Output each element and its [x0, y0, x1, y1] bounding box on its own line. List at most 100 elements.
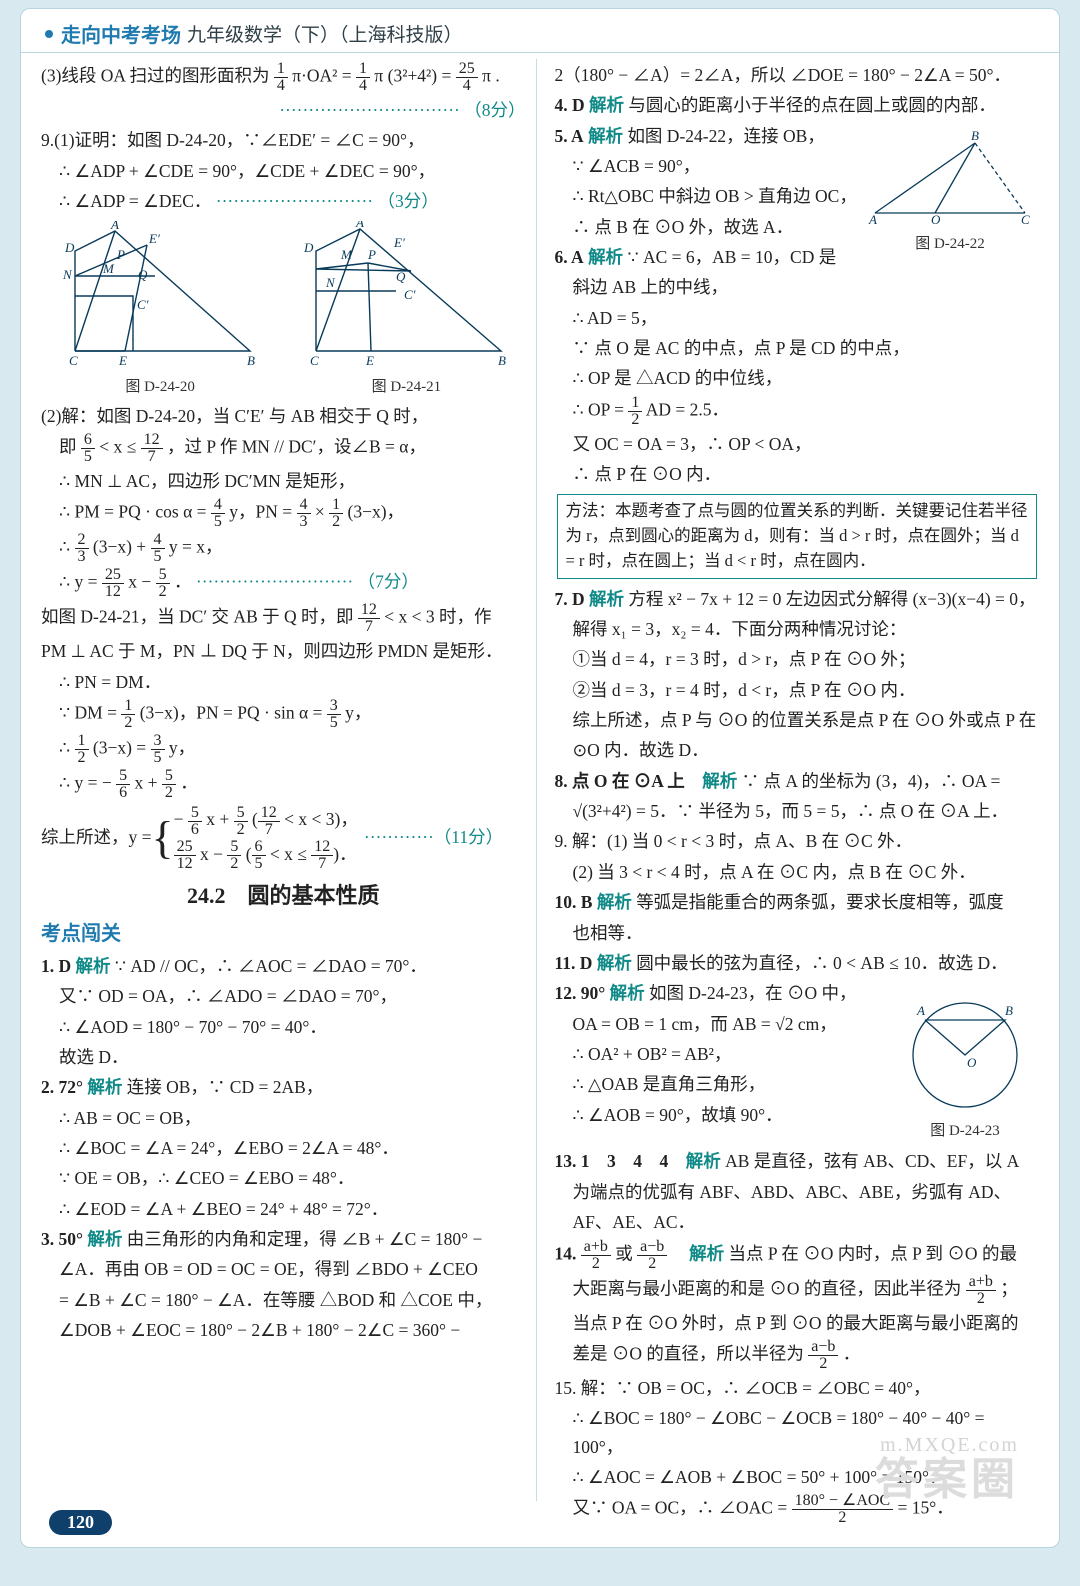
r6j: ∴ 点 P 在 ⊙O 内． [555, 460, 1040, 488]
r10: 10. B 解析 等弧是指能重合的两条弧，要求长度相等，弧度 [555, 888, 1040, 916]
sub-header: 考点闯关 [41, 918, 526, 950]
r11: 11. D 解析 圆中最长的弦为直径，∴ 0 < AB ≤ 10．故选 D． [555, 949, 1040, 977]
l10: PM ⊥ AC 于 M，PN ⊥ DQ 于 N，则四边形 PMDN 是矩形． [41, 637, 526, 665]
q1e: 故选 D． [41, 1043, 526, 1071]
svg-text:N: N [62, 267, 73, 282]
q2f: ∴ ∠EOD = ∠A + ∠BEO = 24° + 48° = 72°． [41, 1195, 526, 1223]
svg-text:Q: Q [396, 269, 406, 284]
l11: ∴ PN = DM． [41, 668, 526, 696]
r7g: ⊙O 内．故选 D． [555, 736, 1040, 764]
left-column: (3)线段 OA 扫过的图形面积为 14 π·OA² = 14 π (3²+4²… [41, 59, 537, 1501]
q9-1a: 9.(1)证明：如图 D-24-20，∵∠EDE′ = ∠C = 90°， [41, 126, 526, 154]
svg-text:O: O [967, 1055, 977, 1070]
q9-1b: ∴ ∠ADP + ∠CDE = 90°，∠CDE + ∠DEC = 90°， [41, 157, 526, 185]
r7c: 解得 x₁ = 3，x₂ = 4．下面分两种情况讨论： [555, 615, 1040, 643]
q9-1c: ∴ ∠ADP = ∠DEC． ·························… [41, 187, 526, 215]
r6e: ∵ 点 O 是 AC 的中点，点 P 是 CD 的中点， [555, 334, 1040, 362]
method-box: 方法：本题考查了点与圆的位置关系的判断．关键要记住若半径为 r，点到圆心的距离为… [557, 494, 1038, 578]
q2: 2. 72° 解析 连接 OB，∵ CD = 2AB， [41, 1073, 526, 1101]
r8c: √(3²+4²) = 5．∵ 半径为 5，而 5 = 5，∴ 点 O 在 ⊙A … [555, 797, 1040, 825]
svg-text:D: D [64, 240, 75, 255]
q3e: ∠DOB + ∠EOC = 180° − 2∠B + 180° − 2∠C = … [41, 1316, 526, 1344]
svg-text:B: B [1005, 1003, 1013, 1018]
l14: ∴ y = − 56 x + 52 ． [41, 768, 526, 801]
fig23-caption: 图 D-24-23 [895, 1119, 1035, 1143]
svg-text:C: C [310, 353, 319, 368]
r13d: AF、AE、AC． [555, 1208, 1040, 1236]
svg-text:E: E [365, 353, 374, 368]
svg-text:E′: E′ [148, 231, 160, 246]
svg-text:A: A [110, 221, 119, 232]
fig21-caption: 图 D-24-21 [287, 375, 525, 399]
line-3: (3)线段 OA 扫过的图形面积为 14 π·OA² = 14 π (3²+4²… [41, 61, 526, 94]
r8: 8. 点 O 在 ⊙A 上 解析 ∵ 点 A 的坐标为 (3，4)，∴ OA = [555, 767, 1040, 795]
svg-text:A: A [916, 1003, 925, 1018]
r14: 14. a+b2 或 a−b2 解析 当点 P 在 ⊙O 内时，点 P 到 ⊙O… [555, 1239, 1040, 1272]
svg-text:Q: Q [138, 267, 148, 282]
watermark-main: 答案圈 [875, 1443, 1019, 1507]
header-dot-icon [45, 30, 53, 38]
svg-text:C′: C′ [404, 287, 416, 302]
figure-d-24-22: BA OC [865, 128, 1035, 228]
l13: ∴ 12 (3−x) = 35 y， [41, 733, 526, 766]
svg-text:M: M [340, 247, 353, 262]
l07: ∴ 23 (3−x) + 45 y = x， [41, 532, 526, 565]
svg-text:B: B [498, 353, 506, 368]
svg-text:A: A [868, 212, 877, 227]
figure-d-24-22-wrap: BA OC 图 D-24-22 [865, 124, 1035, 256]
r00: 2（180° − ∠A）= 2∠A，所以 ∠DOE = 180° − 2∠A =… [555, 61, 1040, 89]
l05: ∴ MN ⊥ AC，四边形 DC′MN 是矩形， [41, 467, 526, 495]
r6g: ∴ OP = 12 AD = 2.5． [555, 395, 1040, 428]
q3d: = ∠B + ∠C = 180° − ∠A．在等腰 △BOD 和 △COE 中， [41, 1286, 526, 1314]
q1: 1. D 解析 ∵ AD // OC，∴ ∠AOC = ∠DAO = 70°． [41, 952, 526, 980]
r14d: 大距离与最小距离的和是 ⊙O 的直径，因此半径为 a+b2 ； [555, 1274, 1040, 1307]
q2d: ∴ ∠BOC = ∠A = 24°，∠EBO = 2∠A = 48°． [41, 1134, 526, 1162]
q9-2: (2)解：如图 D-24-20，当 C′E′ 与 AB 相交于 Q 时， [41, 402, 526, 430]
svg-text:C: C [69, 353, 78, 368]
q2c: ∴ AB = OC = OB， [41, 1104, 526, 1132]
svg-text:E′: E′ [393, 235, 405, 250]
r13c: 为端点的优弧有 ABF、ABD、ABC、ABE，劣弧有 AD、 [555, 1178, 1040, 1206]
fig22-caption: 图 D-24-22 [865, 232, 1035, 256]
r14f: 当点 P 在 ⊙O 外时，点 P 到 ⊙O 的最大距离与最小距离的 [555, 1309, 1040, 1337]
q1c: 又∵ OD = OA，∴ ∠ADO = ∠DAO = 70°， [41, 982, 526, 1010]
l12: ∵ DM = 12 (3−x)，PN = PQ · sin α = 35 y， [41, 698, 526, 731]
r6f: ∴ OP 是 △ACD 的中位线， [555, 364, 1040, 392]
q3c: ∠A．再由 OB = OD = OC = OE，得到 ∠BDO + ∠CEO [41, 1255, 526, 1283]
q3: 3. 50° 解析 由三角形的内角和定理，得 ∠B + ∠C = 180° − [41, 1225, 526, 1253]
r9b: (2) 当 3 < r < 4 时，点 A 在 ⊙C 内，点 B 在 ⊙C 外． [555, 858, 1040, 886]
r13: 13. 1 3 4 4 解析 AB 是直径，弦有 AB、CD、EF，以 A [555, 1147, 1040, 1175]
right-column: 2（180° − ∠A）= 2∠A，所以 ∠DOE = 180° − 2∠A =… [555, 59, 1040, 1501]
r6d: ∴ AD = 5， [555, 304, 1040, 332]
figure-d-24-23: A B O [895, 985, 1035, 1115]
r7f: 综上所述，点 P 与 ⊙O 的位置关系是点 P 在 ⊙O 外或点 P 在 [555, 706, 1040, 734]
svg-text:E: E [118, 353, 127, 368]
fig20-caption: 图 D-24-20 [41, 375, 279, 399]
r10c: 也相等． [555, 919, 1040, 947]
r6c: 斜边 AB 上的中线， [555, 273, 1040, 301]
page-header: 走向中考考场 九年级数学（下）（上海科技版） [21, 9, 1059, 53]
q1d: ∴ ∠AOD = 180° − 70° − 70° = 40°． [41, 1013, 526, 1041]
figures-20-21: AE′ DP NMQ C′ CEB 图 D-24-20 [41, 217, 526, 399]
figure-d-24-20: AE′ DP NMQ C′ CEB [55, 221, 265, 371]
svg-text:B: B [971, 128, 979, 143]
svg-text:B: B [247, 353, 255, 368]
piecewise: 综上所述，y = { − 56 x + 52 (127 < x < 3)， 25… [41, 803, 526, 872]
svg-text:N: N [325, 275, 336, 290]
header-subtitle: 九年级数学（下）（上海科技版） [187, 20, 463, 47]
r15a: 15. 解：∵ OB = OC，∴ ∠OCB = ∠OBC = 40°， [555, 1374, 1040, 1402]
svg-text:P: P [116, 247, 125, 262]
l06: ∴ PM = PQ · cos α = 45 y，PN = 43 × 12 (3… [41, 497, 526, 530]
svg-text:P: P [367, 247, 376, 262]
svg-text:C: C [1021, 212, 1030, 227]
r7: 7. D 解析 方程 x² − 7x + 12 = 0 左边因式分解得 (x−3… [555, 585, 1040, 613]
brand-title: 走向中考考场 [61, 19, 181, 48]
l04: 即 65 < x ≤ 127 ，过 P 作 MN // DC′，设∠B = α， [41, 432, 526, 465]
q2e: ∵ OE = OB，∴ ∠CEO = ∠EBO = 48°． [41, 1164, 526, 1192]
figure-d-24-23-wrap: A B O 图 D-24-23 [895, 981, 1035, 1143]
svg-text:D: D [303, 240, 314, 255]
score-8: ······························· （8分） [41, 96, 526, 124]
figure-d-24-21: A E′ D MP Q N C′ C E B [296, 221, 516, 371]
svg-text:A: A [355, 221, 364, 230]
svg-text:C′: C′ [137, 297, 149, 312]
